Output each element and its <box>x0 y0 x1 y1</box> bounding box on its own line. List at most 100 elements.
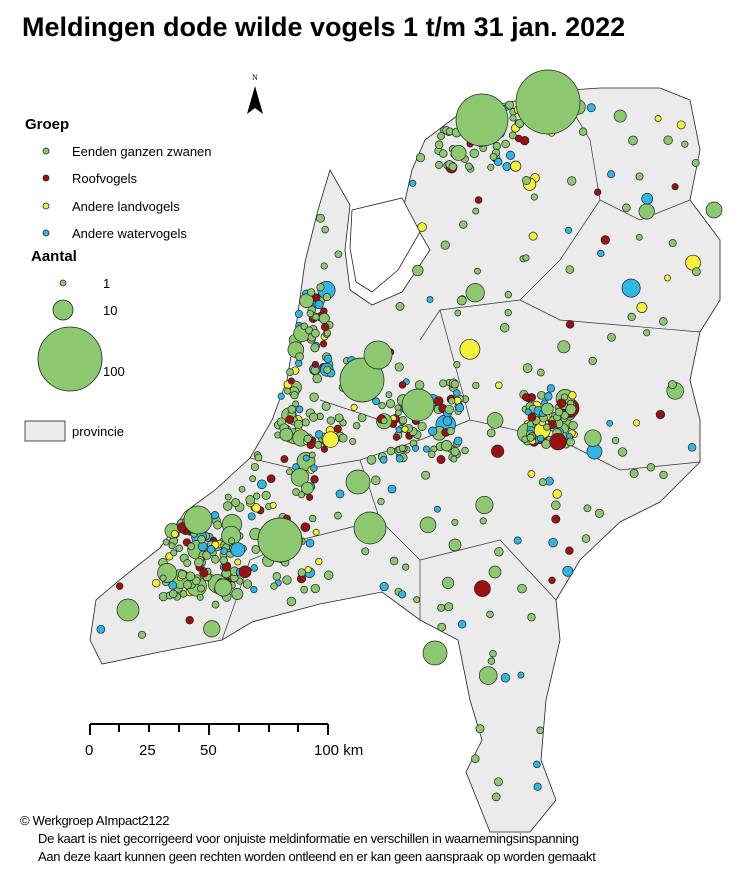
bird-report-dot <box>372 397 380 406</box>
bird-report-dot <box>586 103 596 113</box>
bird-report-dot <box>478 666 498 685</box>
bird-report-dot <box>250 586 258 594</box>
bird-report-dot <box>210 511 219 520</box>
bird-report-dot <box>183 505 213 535</box>
bird-report-dot <box>175 544 183 553</box>
bird-report-dot <box>538 478 547 487</box>
bird-report-dot <box>583 504 592 513</box>
bird-report-dot <box>309 392 319 402</box>
bird-report-dot <box>222 501 233 511</box>
bird-report-dot <box>501 139 510 149</box>
bird-report-dot <box>428 426 438 436</box>
bird-report-dot <box>415 153 426 163</box>
disclaimer-1: De kaart is niet gecorrigeerd voor onjui… <box>38 831 579 846</box>
bird-report-dot <box>600 235 610 245</box>
bird-report-dot <box>310 583 320 594</box>
bird-report-dot <box>301 481 314 495</box>
bird-report-dot <box>691 158 700 167</box>
bird-report-dot <box>308 514 317 523</box>
bird-report-dot <box>398 444 406 452</box>
bird-report-dot <box>169 589 178 599</box>
bird-report-dot <box>475 724 485 734</box>
bird-report-dot <box>628 135 638 146</box>
bird-report-dot <box>301 418 310 427</box>
bird-report-dot <box>536 434 545 443</box>
bird-report-dot <box>565 320 575 329</box>
bird-report-dot <box>440 240 450 250</box>
bird-report-dot <box>450 145 467 161</box>
bird-report-dot <box>491 792 501 802</box>
bird-report-dot <box>308 412 319 422</box>
bird-report-dot <box>185 571 196 581</box>
bird-report-dot <box>295 405 304 414</box>
bird-report-dot <box>613 109 627 123</box>
bird-report-dot <box>398 590 407 599</box>
bird-report-dot <box>311 360 319 368</box>
legend-dot-eenden <box>42 147 50 155</box>
bird-report-dot <box>349 437 357 445</box>
bird-report-dot <box>556 398 567 408</box>
bird-report-dot <box>440 440 453 452</box>
legend-label-eenden: Eenden ganzen zwanen <box>72 144 212 159</box>
bird-report-dot <box>565 403 577 415</box>
bird-report-dot <box>290 468 310 487</box>
copyright: © Werkgroep AImpact2122 <box>20 813 170 828</box>
bird-report-dot <box>459 338 481 360</box>
bird-report-dot <box>427 450 436 459</box>
legend-size-1 <box>59 279 67 287</box>
bird-report-dot <box>611 436 620 445</box>
bird-report-dot <box>413 596 421 604</box>
bird-report-dot <box>353 511 387 545</box>
bird-report-dot <box>417 421 427 431</box>
bird-report-dot <box>316 283 325 292</box>
bird-report-dot <box>261 490 271 500</box>
scale-bar <box>89 723 329 735</box>
bird-report-dot <box>533 782 542 791</box>
bird-report-dot <box>527 412 537 422</box>
legend-size-100 <box>37 326 103 392</box>
bird-report-dot <box>533 760 541 769</box>
bird-report-dot <box>385 391 393 398</box>
bird-report-dot <box>280 455 289 464</box>
bird-report-dot <box>465 283 485 303</box>
bird-report-dot <box>607 332 616 342</box>
bird-report-dot <box>643 329 651 337</box>
bird-report-dot <box>194 557 204 568</box>
bird-report-dot <box>162 538 170 546</box>
bird-report-dot <box>554 407 564 417</box>
bird-report-dot <box>495 381 503 390</box>
scale-label-50: 50 <box>200 742 217 759</box>
bird-report-dot <box>196 593 204 601</box>
bird-report-dot <box>461 446 469 455</box>
bird-report-dot <box>297 568 306 577</box>
bird-report-dot <box>310 464 318 472</box>
bird-report-dot <box>517 671 525 679</box>
bird-report-dot <box>159 574 167 582</box>
bird-report-dot <box>322 431 339 448</box>
bird-report-dot <box>238 565 252 579</box>
bird-report-dot <box>437 603 446 612</box>
bird-report-dot <box>472 207 480 215</box>
bird-report-dot <box>479 517 487 525</box>
bird-report-dot <box>392 433 401 441</box>
bird-report-dot <box>548 537 558 548</box>
bird-report-dot <box>469 148 480 159</box>
bird-report-dot <box>214 578 233 597</box>
bird-report-dot <box>254 453 263 462</box>
bird-report-dot <box>635 233 643 241</box>
bird-report-dot <box>285 415 295 424</box>
bird-report-dot <box>526 433 535 442</box>
bird-report-dot <box>371 475 381 486</box>
bird-report-dot <box>238 485 246 493</box>
north-arrow: N <box>247 73 263 114</box>
legend-group-title: Groep <box>25 116 70 133</box>
bird-report-dot <box>294 309 303 318</box>
bird-report-dot <box>284 387 292 395</box>
bird-report-dot <box>323 354 333 364</box>
bird-report-dot <box>220 547 228 555</box>
bird-report-dot <box>199 568 209 578</box>
bird-report-dot <box>494 157 503 167</box>
bird-report-dot <box>464 162 473 171</box>
bird-report-dot <box>293 419 304 429</box>
bird-report-dot <box>664 274 671 282</box>
